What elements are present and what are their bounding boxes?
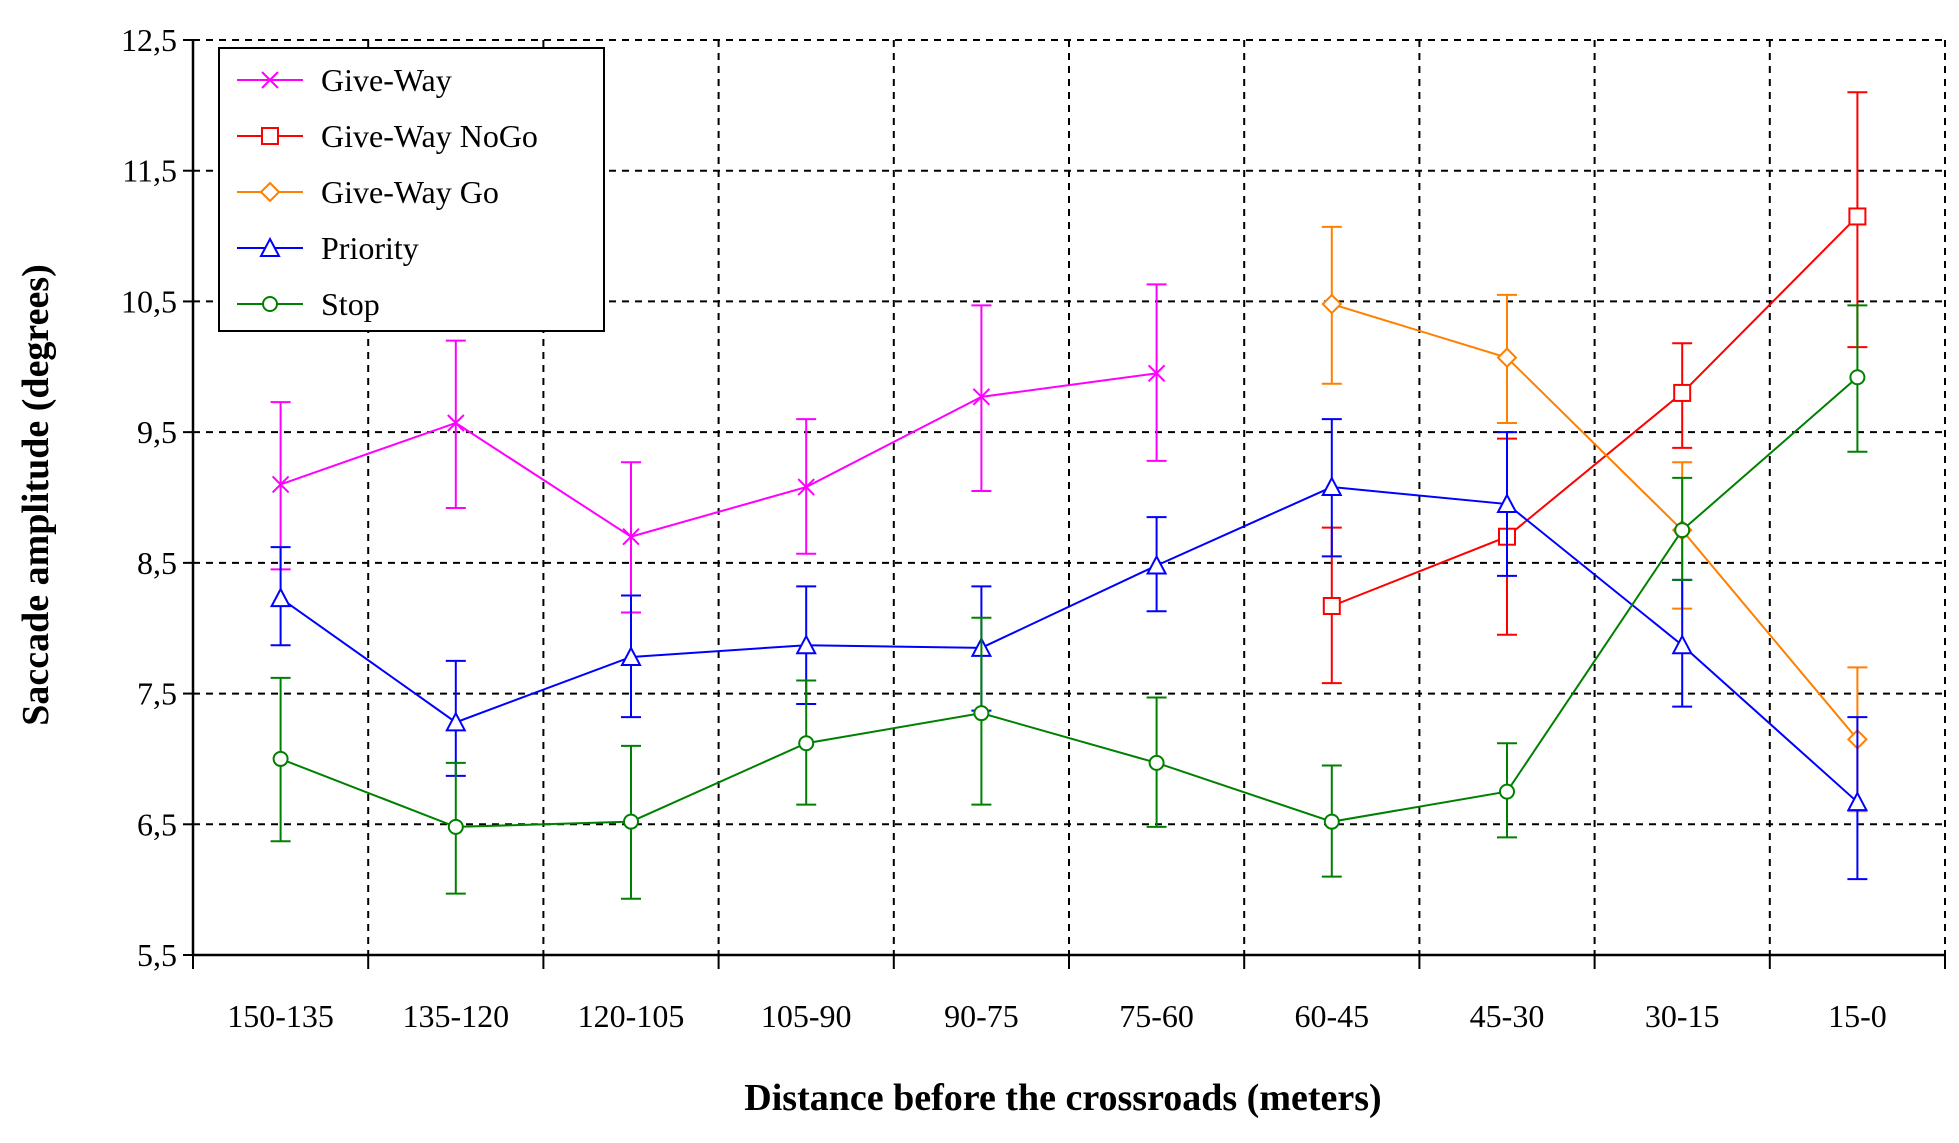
x-tick-label: 75-60 xyxy=(1119,998,1194,1034)
legend: Give-Way Give-Way NoGo Give-Way Go Priority… xyxy=(218,47,605,332)
data-point xyxy=(447,818,464,835)
y-tick-label: 5,5 xyxy=(137,937,177,973)
data-point xyxy=(445,711,467,732)
data-point xyxy=(797,478,815,496)
legend-label: Give-Way Go xyxy=(321,174,499,210)
marker-stroke xyxy=(447,414,465,432)
series-line xyxy=(280,372,1157,538)
series-stop xyxy=(270,304,1868,900)
legend-label: Give-Way xyxy=(321,62,452,98)
x-tick-label: 120-105 xyxy=(578,998,685,1034)
legend-label: Give-Way NoGo xyxy=(321,118,538,154)
data-point xyxy=(623,813,639,830)
marker-stroke xyxy=(271,475,290,494)
data-point xyxy=(795,634,817,655)
legend-item: Priority xyxy=(237,230,419,266)
legend-label: Stop xyxy=(321,286,380,322)
series-line xyxy=(280,486,1859,803)
series-line xyxy=(280,376,1859,828)
x-tick-label: 135-120 xyxy=(402,998,509,1034)
x-tick-label: 15-0 xyxy=(1828,998,1887,1034)
y-tick-label: 12,5 xyxy=(121,22,177,58)
marker-stroke xyxy=(972,388,991,406)
data-point xyxy=(1849,369,1866,386)
data-point xyxy=(272,750,289,767)
data-point xyxy=(1321,475,1343,497)
legend-marker xyxy=(261,71,279,89)
marker-stroke xyxy=(797,478,815,496)
data-point xyxy=(1145,554,1168,575)
data-point xyxy=(1148,754,1165,771)
data-point xyxy=(1147,364,1166,383)
y-axis-title: Saccade amplitude (degrees) xyxy=(15,264,57,726)
x-axis-title: Distance before the crossroads (meters) xyxy=(744,1077,1381,1119)
y-tick-label: 7,5 xyxy=(137,676,177,712)
x-tick-label: 45-30 xyxy=(1470,998,1545,1034)
y-tick-label: 6,5 xyxy=(137,806,177,842)
data-point xyxy=(271,475,290,494)
data-point xyxy=(447,414,465,432)
data-point xyxy=(798,735,815,752)
x-tick-label: 90-75 xyxy=(944,998,1019,1034)
data-point xyxy=(620,645,642,666)
data-point xyxy=(1846,790,1869,812)
series-layer xyxy=(269,91,1869,900)
legend-marker xyxy=(261,127,279,145)
marker-stroke xyxy=(261,71,279,89)
legend-box xyxy=(218,47,605,332)
marker-stroke xyxy=(1147,364,1166,383)
y-tick-label: 10,5 xyxy=(121,283,177,319)
data-point xyxy=(972,388,991,406)
y-tick-label: 8,5 xyxy=(137,545,177,581)
x-tick-label: 105-90 xyxy=(761,998,852,1034)
legend-item: Give-Way xyxy=(237,62,452,98)
marker-stroke xyxy=(622,528,640,546)
series-line xyxy=(1331,303,1859,740)
legend-item: Give-Way Go xyxy=(237,174,499,210)
legend-item: Stop xyxy=(237,286,380,322)
y-tick-label: 11,5 xyxy=(122,153,177,189)
legend-marker xyxy=(259,181,281,203)
data-point xyxy=(1674,522,1691,539)
data-point xyxy=(973,705,990,722)
y-tick-label: 9,5 xyxy=(137,414,177,450)
data-point xyxy=(1322,596,1341,615)
legend-label: Priority xyxy=(321,230,419,266)
x-tick-label: 150-135 xyxy=(227,998,334,1034)
data-point xyxy=(269,587,292,608)
series-give-way xyxy=(270,283,1167,614)
axes: 5,5 6,5 7,5 8,5 9,5 10,5 11,5 12,5 150-135 135-12… xyxy=(121,22,1946,1034)
data-point xyxy=(1671,634,1693,655)
legend-marker xyxy=(259,236,281,257)
data-point xyxy=(1496,492,1518,514)
series-give-way-nogo xyxy=(1321,91,1868,685)
data-point xyxy=(1321,293,1343,315)
data-point xyxy=(1496,347,1518,369)
legend-item: Give-Way NoGo xyxy=(237,118,538,154)
data-point xyxy=(1323,813,1340,830)
series-line xyxy=(1331,215,1859,607)
data-point xyxy=(1499,783,1515,800)
legend-marker xyxy=(262,296,278,312)
data-point xyxy=(622,528,640,546)
x-tick-label: 60-45 xyxy=(1294,998,1369,1034)
data-point xyxy=(1848,207,1867,226)
x-tick-label: 30-15 xyxy=(1645,998,1720,1034)
data-point xyxy=(1673,383,1692,402)
